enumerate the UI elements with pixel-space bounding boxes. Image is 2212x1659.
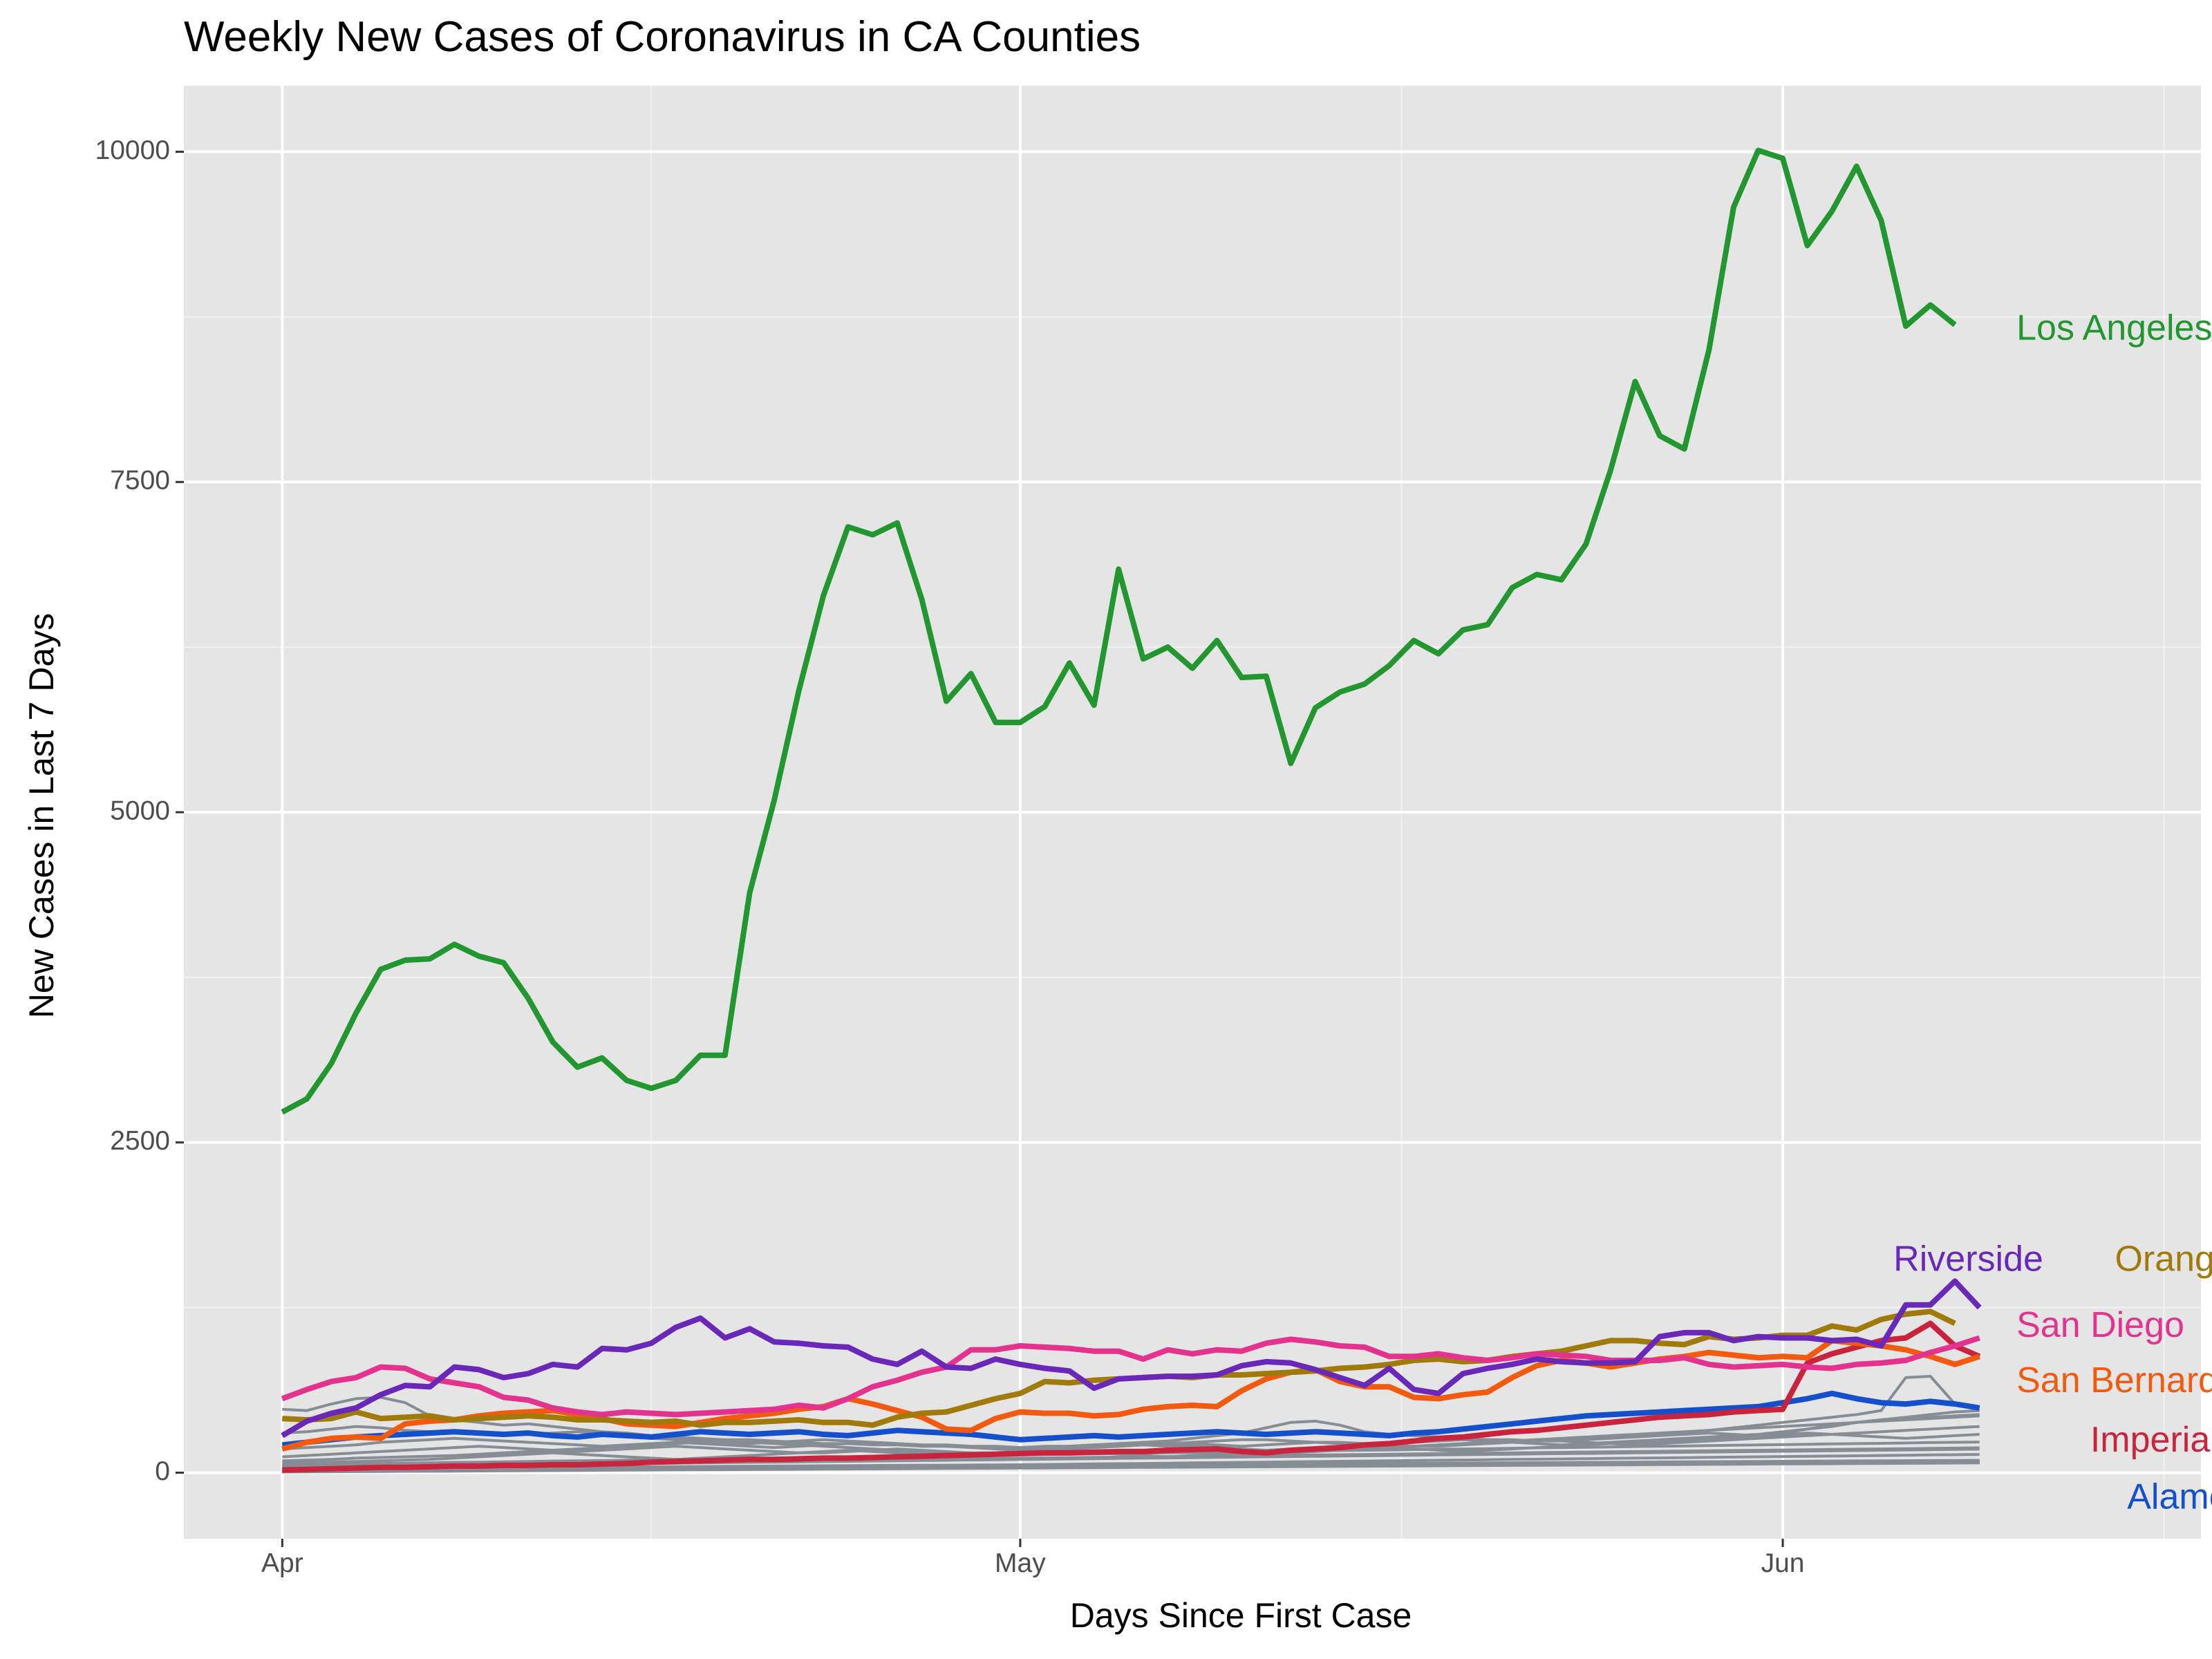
series-line-san-diego: [281, 1335, 1980, 1418]
series-label-san-diego: San Diego: [2016, 1305, 2184, 1345]
chart-title: Weekly New Cases of Coronavirus in CA Co…: [184, 13, 1141, 61]
x-tick-label: Apr: [261, 1548, 303, 1578]
series-label-los-angeles: Los Angeles: [2016, 308, 2212, 348]
series-line-los-angeles: [281, 147, 1957, 1115]
major-gridlines: [184, 86, 2201, 1539]
series-label-alameda: Alameda: [2127, 1477, 2212, 1517]
other-county-line: [282, 1432, 1980, 1465]
series-label-san-bernardino: San Bernardino: [2016, 1360, 2212, 1400]
y-tick-label: 7500: [110, 466, 170, 496]
series-line-alameda: [281, 1390, 1980, 1448]
y-tick-label: 10000: [95, 135, 170, 165]
other-county-line: [282, 1425, 1980, 1463]
y-tick-label: 0: [155, 1456, 170, 1486]
series-line-imperial: [282, 1320, 1981, 1473]
series-label-orange: Orange: [2115, 1239, 2212, 1279]
x-tick-label: May: [995, 1548, 1046, 1578]
series-label-riverside: Riverside: [1893, 1239, 2043, 1279]
other-county-line: [282, 1461, 1980, 1474]
series-labels: Los Angeles Riverside Orange San Diego San B…: [1893, 308, 2212, 1517]
highlighted-county-lines: [281, 147, 1982, 1473]
x-axis-ticks: Apr May Jun: [261, 1539, 1805, 1578]
series-label-imperial: Imperial: [2090, 1420, 2212, 1460]
y-tick-label: 2500: [110, 1126, 170, 1156]
x-axis-title: Days Since First Case: [1069, 1596, 1412, 1635]
y-axis-title: New Cases in Last 7 Days: [22, 612, 61, 1019]
y-axis-ticks: 0 2500 5000 7500 10000: [95, 135, 184, 1486]
series-line-riverside: [281, 1278, 1982, 1438]
x-tick-label: Jun: [1761, 1548, 1805, 1578]
y-tick-label: 5000: [110, 796, 170, 825]
